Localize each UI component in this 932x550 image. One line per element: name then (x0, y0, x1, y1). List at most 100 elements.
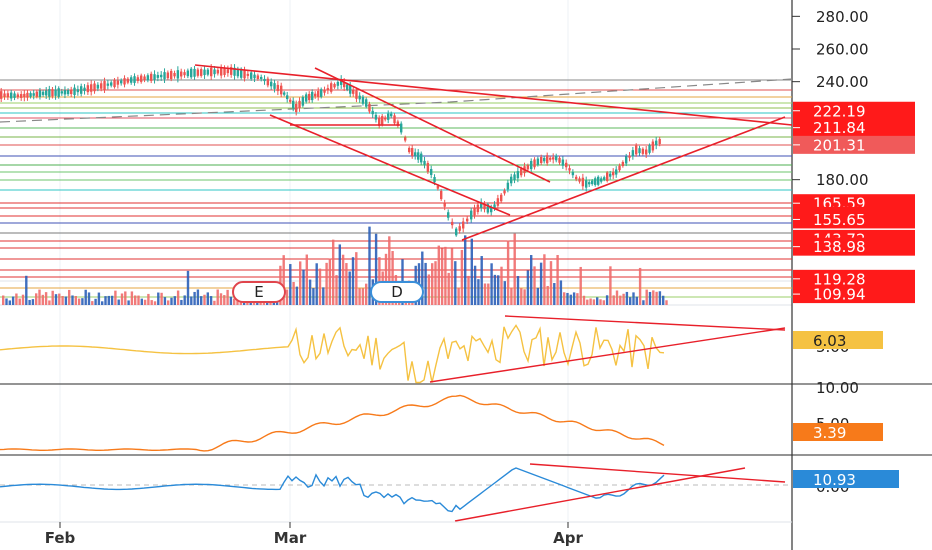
candle-body (126, 78, 130, 83)
volume-bar (566, 292, 569, 305)
level-badge (793, 118, 915, 137)
candle-body (45, 90, 48, 96)
volume-bar (213, 300, 216, 305)
candle-body (365, 99, 368, 107)
volume-bar (348, 271, 351, 305)
candle-body (236, 68, 240, 77)
candle-body (480, 202, 483, 208)
candle-body (493, 204, 496, 208)
candle-body (417, 152, 420, 160)
candle-body (183, 72, 186, 76)
candle-body (298, 100, 301, 109)
volume-bar (233, 298, 236, 305)
candle-body (295, 103, 298, 113)
candle-body (16, 94, 20, 98)
volume-bar (124, 291, 127, 305)
candle-body (330, 83, 333, 92)
volume-bar (602, 300, 605, 305)
candle-body (609, 173, 612, 177)
candle-body (638, 148, 641, 154)
candle-body (308, 93, 311, 101)
candle-body (83, 87, 86, 91)
level-badge-label: 119.28 (813, 270, 866, 288)
volume-bar (579, 266, 582, 305)
candle-body (651, 141, 655, 151)
candle-body (458, 226, 461, 231)
volume-bar (226, 289, 229, 305)
candle-body (35, 91, 39, 97)
trend-line (269, 114, 511, 216)
volume-bar (77, 298, 81, 305)
volume-bar (440, 248, 444, 305)
candle-body (133, 76, 136, 83)
volume-bar (655, 291, 658, 305)
candle-body (166, 72, 170, 79)
volume-bar (596, 297, 599, 305)
volume-bar (114, 290, 117, 305)
volume-bar (216, 289, 219, 305)
candle-body (455, 228, 458, 236)
candle-body (60, 91, 64, 94)
time-axis-label: Apr (553, 529, 583, 547)
candle-body (393, 115, 396, 124)
volume-bar (312, 288, 315, 305)
candle-body (526, 165, 530, 170)
candle-body (533, 159, 536, 168)
candle-body (591, 180, 594, 185)
volume-bar (328, 258, 332, 305)
volume-bar (635, 296, 638, 305)
candle-body (352, 90, 355, 94)
candle-body (655, 140, 658, 146)
volume-bar (365, 283, 368, 305)
candle-body (136, 77, 140, 81)
time-axis-label: Feb (45, 529, 76, 547)
volume-bar (140, 298, 143, 305)
candle-body (292, 100, 295, 109)
candle-body (100, 83, 103, 89)
price-tick-label: 240.00 (816, 73, 869, 91)
volume-bar (605, 295, 609, 305)
volume-bar (104, 296, 107, 305)
event-marker (370, 281, 424, 303)
volume-bar (569, 294, 572, 305)
volume-bar (285, 289, 289, 305)
volume-bar (87, 292, 91, 305)
candle-body (10, 92, 13, 99)
candle-body (233, 67, 236, 76)
candle-body (606, 172, 609, 181)
indicator-2-badge (793, 423, 883, 441)
candle-body (54, 89, 57, 96)
candle-body (420, 153, 423, 163)
volume-bar (533, 266, 536, 305)
volume-bar (305, 254, 308, 305)
volume-bar (658, 291, 662, 305)
candle-body (374, 114, 378, 120)
volume-bar (193, 291, 196, 305)
volume-bar (510, 287, 513, 305)
volume-bar (556, 255, 559, 305)
level-badge-label: 138.98 (813, 238, 866, 256)
candle-body (447, 212, 450, 218)
candle-body (301, 96, 305, 106)
candle-body (396, 121, 400, 126)
volume-bar (11, 296, 15, 305)
candle-body (190, 68, 193, 78)
volume-bar (2, 295, 5, 305)
level-badge-label: 222.19 (813, 102, 866, 120)
candle-body (210, 67, 213, 77)
candle-body (93, 83, 96, 92)
candle-body (0, 91, 3, 99)
candle-body (216, 69, 220, 74)
volume-bar (335, 275, 338, 305)
volume-bar (41, 294, 44, 305)
volume-bar (8, 300, 11, 305)
candle-body (163, 72, 166, 80)
volume-bar (572, 292, 576, 305)
candle-body (86, 85, 90, 93)
candle-body (430, 169, 433, 175)
candle-body (186, 70, 190, 77)
indicator-1-line (0, 324, 665, 384)
candle-body (555, 155, 558, 161)
